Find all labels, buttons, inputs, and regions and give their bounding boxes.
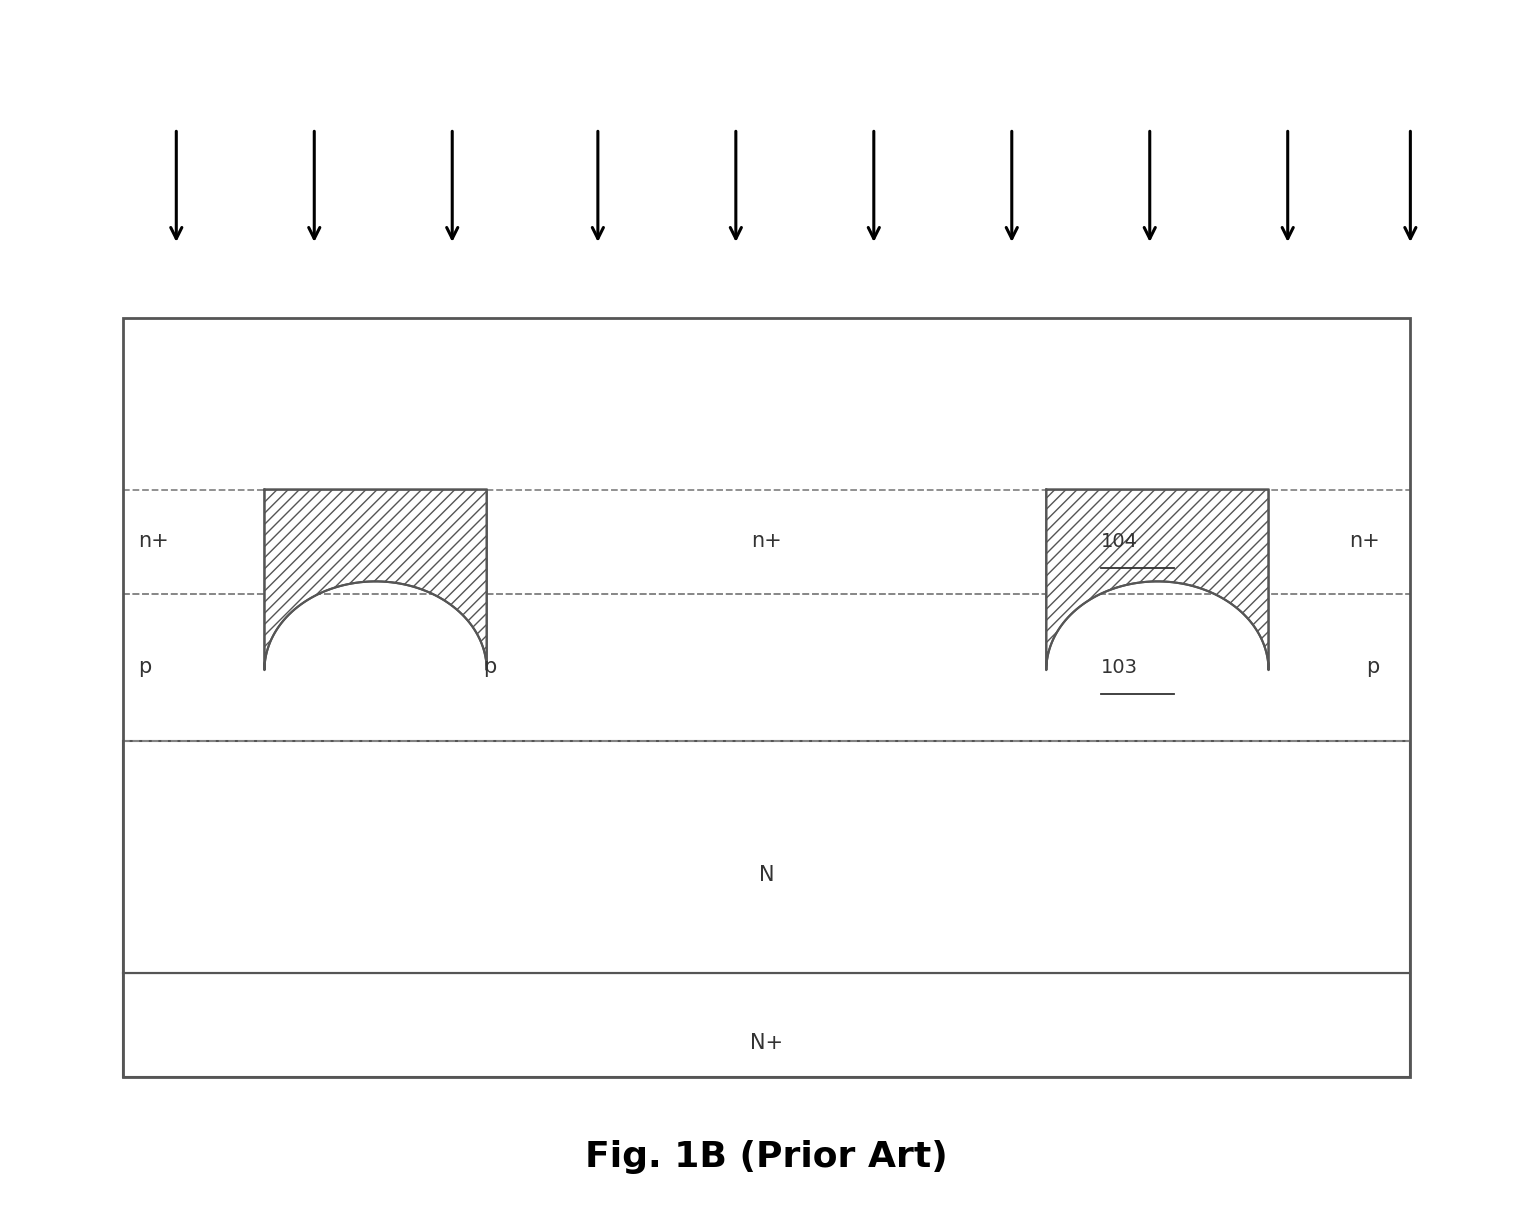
Text: p: p [483, 657, 497, 677]
Bar [123, 318, 1410, 1077]
Text: n+: n+ [138, 531, 169, 551]
Polygon shape [1046, 490, 1269, 671]
Text: Fig. 1B (Prior Art): Fig. 1B (Prior Art) [586, 1140, 947, 1174]
Text: n+: n+ [751, 531, 782, 551]
Text: n+: n+ [1349, 531, 1380, 551]
Bar [123, 741, 1410, 973]
Text: 103: 103 [1101, 657, 1137, 677]
Text: p: p [1366, 657, 1380, 677]
Text: N: N [759, 865, 774, 885]
Bar [123, 973, 1410, 1077]
Polygon shape [264, 490, 487, 671]
Text: N+: N+ [750, 1033, 783, 1053]
Text: p: p [138, 657, 152, 677]
Text: 104: 104 [1101, 531, 1137, 551]
